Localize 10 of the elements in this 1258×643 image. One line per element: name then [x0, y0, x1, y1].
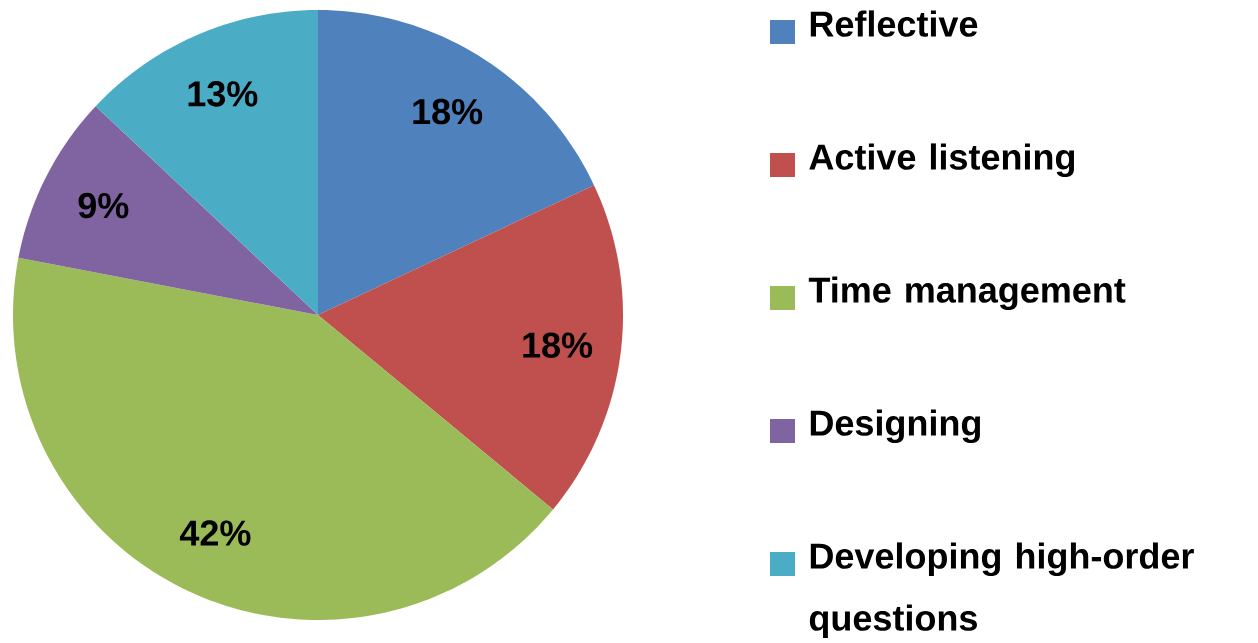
legend-label: Designing	[810, 409, 981, 444]
data-label: 18%	[413, 98, 483, 125]
data-label: 9%	[78, 192, 129, 219]
legend-label: Developing high-order questions	[809, 542, 1194, 638]
legend-label: Reflective	[810, 10, 978, 37]
data-label: 42%	[179, 520, 251, 546]
data-label: 18%	[523, 332, 593, 358]
data-label: 13%	[188, 81, 258, 107]
legend-label: Time management	[808, 276, 1126, 311]
legend-label: Active listening	[809, 143, 1075, 178]
